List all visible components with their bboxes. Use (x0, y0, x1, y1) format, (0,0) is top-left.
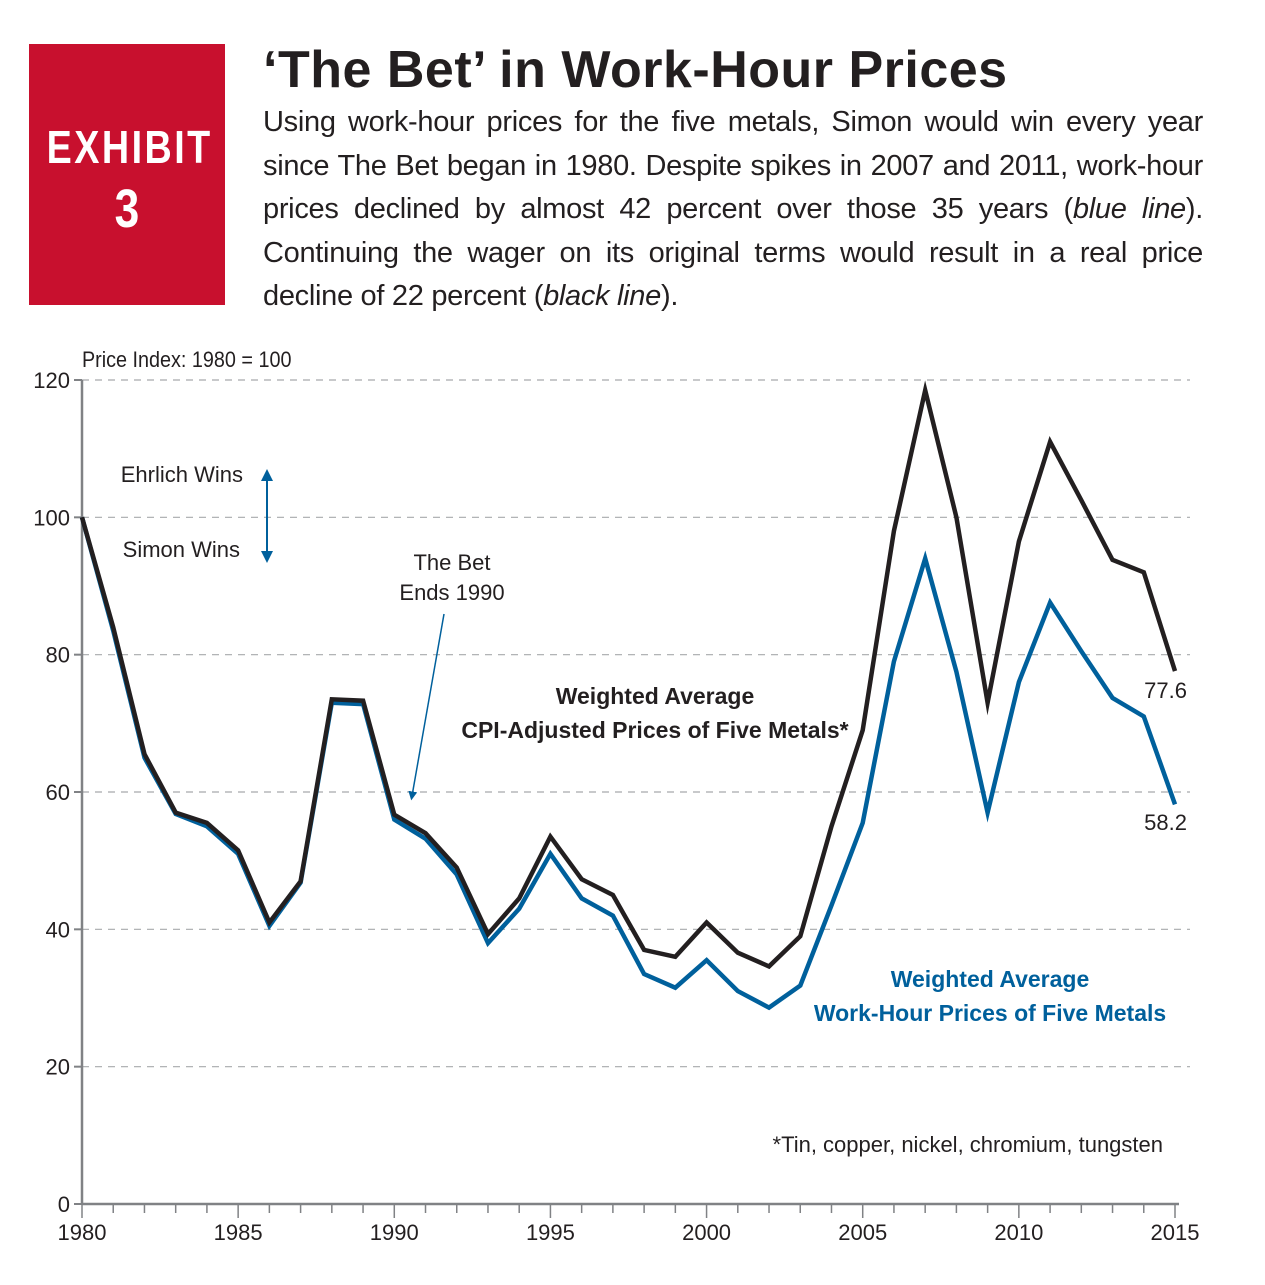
y-tick-label: 40 (46, 917, 70, 942)
exhibit-badge: EXHIBIT 3 (29, 44, 225, 305)
black-end-value-label: 77.6 (1144, 678, 1187, 703)
axes: 0 20 40 60 80 100 120 1980 1985 1990 1995 2000 2005 2… (33, 368, 1199, 1245)
ehrlich-simon-annotation: Ehrlich Wins Simon Wins (121, 462, 273, 563)
y-tick-label: 80 (46, 643, 70, 668)
footnote: *Tin, copper, nickel, chromium, tungsten (773, 1132, 1163, 1157)
ehrlich-wins-label: Ehrlich Wins (121, 462, 243, 487)
exhibit-number: 3 (114, 179, 140, 239)
description-emphasis-blue: blue line (1072, 193, 1186, 225)
description-text-3: ). (660, 280, 679, 312)
series-lines (79, 380, 1178, 1011)
x-tick-label: 1990 (370, 1220, 419, 1245)
description-emphasis-black: black line (543, 280, 661, 312)
x-tick-label: 1995 (526, 1220, 575, 1245)
y-axis-label: Price Index: 1980 = 100 (82, 348, 291, 372)
x-tick-label: 1985 (214, 1220, 263, 1245)
black-series-line (79, 380, 1178, 970)
description-text-2: ). Continuing the wager on its original … (263, 193, 1203, 312)
description-text-1: Using work-hour prices for the five meta… (263, 106, 1203, 225)
exhibit-label: EXHIBIT (46, 121, 213, 173)
y-tick-label: 100 (33, 505, 70, 530)
chart-description: Using work-hour prices for the five meta… (263, 101, 1203, 319)
y-tick-label: 0 (58, 1192, 70, 1217)
chart-title: ‘The Bet’ in Work-Hour Prices (263, 41, 1008, 99)
blue-series-label-line1: Weighted Average (891, 966, 1090, 992)
blue-series-label-line2: Work-Hour Prices of Five Metals (814, 1000, 1166, 1026)
bet-ends-label-line2: Ends 1990 (399, 580, 504, 605)
simon-wins-label: Simon Wins (123, 537, 240, 562)
grid-lines (82, 379, 1190, 1068)
y-tick-label: 120 (33, 368, 70, 393)
bet-ends-label-line1: The Bet (413, 550, 490, 575)
x-tick-label: 1980 (58, 1220, 107, 1245)
x-tick-label: 2005 (838, 1220, 887, 1245)
black-series-label-line1: Weighted Average (556, 683, 755, 709)
bet-ends-annotation: The Bet Ends 1990 (399, 550, 505, 801)
black-series-label: Weighted Average CPI-Adjusted Prices of … (461, 683, 848, 743)
y-tick-label: 20 (46, 1055, 70, 1080)
black-series-label-line2: CPI-Adjusted Prices of Five Metals* (461, 717, 848, 743)
x-tick-label: 2010 (994, 1220, 1043, 1245)
blue-series-label: Weighted Average Work-Hour Prices of Fiv… (814, 966, 1166, 1026)
blue-end-value-label: 58.2 (1144, 810, 1187, 835)
y-tick-label: 60 (46, 780, 70, 805)
line-chart: 0 20 40 60 80 100 120 1980 1985 1990 1995 2000 2005 2… (33, 348, 1199, 1245)
x-tick-label: 2015 (1151, 1220, 1200, 1245)
x-tick-label: 2000 (682, 1220, 731, 1245)
bet-ends-arrow-icon (408, 613, 445, 801)
